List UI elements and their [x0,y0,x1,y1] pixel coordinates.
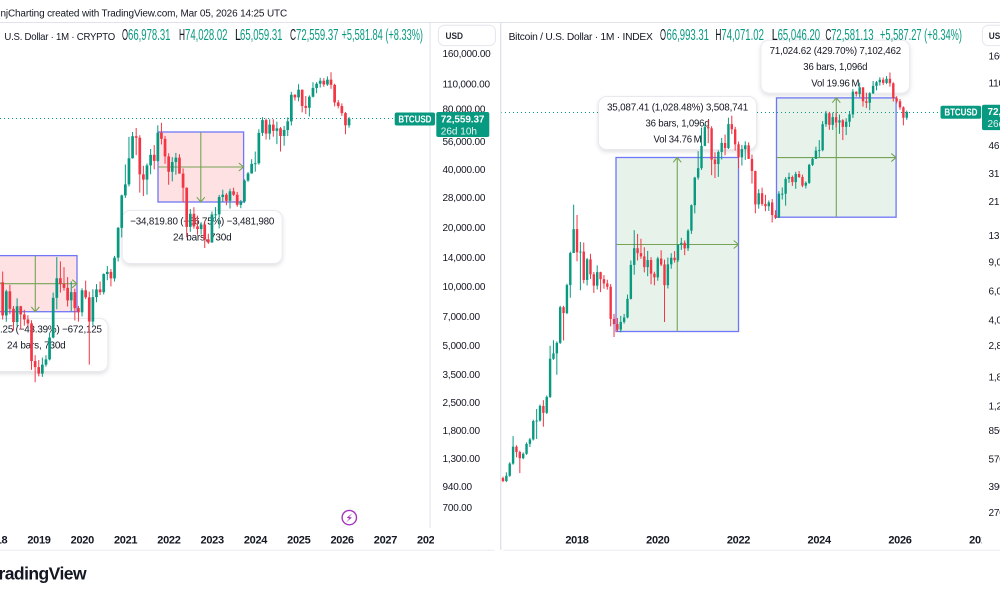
svg-text:72,559.37: 72,559.37 [441,114,485,125]
svg-text:1,800.00: 1,800.00 [989,373,1000,384]
svg-text:74,028.02: 74,028.02 [185,27,228,44]
svg-text:O: O [660,27,666,44]
svg-text:570.00: 570.00 [989,455,1000,466]
svg-text:5,000.00: 5,000.00 [443,341,481,352]
svg-text:2020: 2020 [71,535,94,547]
svg-text:1,300.00: 1,300.00 [443,454,481,465]
svg-text:66,993.31: 66,993.31 [667,27,710,44]
svg-text:2018: 2018 [565,535,588,547]
svg-text:9,000.00: 9,000.00 [989,258,1000,269]
svg-text:2028: 2028 [417,535,440,547]
svg-text:66,978.31: 66,978.31 [128,27,171,44]
svg-text:2021: 2021 [114,535,137,547]
svg-text:110,000.00: 110,000.00 [443,80,491,91]
svg-text:2024: 2024 [244,535,268,547]
svg-text:71,024.62 (429.70%) 7,102,462: 71,024.62 (429.70%) 7,102,462 [770,45,902,57]
svg-text:700.00: 700.00 [443,503,473,514]
svg-text:21,000.00: 21,000.00 [989,197,1000,208]
svg-text:H: H [715,27,721,44]
svg-text:2022: 2022 [157,535,180,547]
svg-text:−6,721.25 (−43.39%) −672,125: −6,721.25 (−43.39%) −672,125 [0,323,102,335]
svg-text:Bitcoin / U.S. Dollar · 1M · I: Bitcoin / U.S. Dollar · 1M · INDEX [509,32,653,43]
svg-text:65,059.31: 65,059.31 [240,27,283,44]
svg-text:850.00: 850.00 [989,426,1000,437]
svg-text:1,200.00: 1,200.00 [989,402,1000,413]
svg-text:20,000.00: 20,000.00 [443,223,486,234]
svg-text:72,559.37: 72,559.37 [296,27,339,44]
svg-text:Vol 34.76 M: Vol 34.76 M [654,134,702,146]
svg-text:2018: 2018 [0,535,8,547]
svg-text:TradingView: TradingView [0,564,87,584]
svg-text:940.00: 940.00 [443,482,473,493]
svg-text:72,581.13: 72,581.13 [988,107,1000,118]
svg-text:2024: 2024 [808,535,832,547]
svg-text:L: L [235,27,241,44]
svg-text:24 bars, 730d: 24 bars, 730d [173,232,232,244]
svg-text:72,581.13: 72,581.13 [831,27,874,44]
svg-text:270.00: 270.00 [989,508,1000,519]
svg-text:28,000.00: 28,000.00 [443,193,486,204]
svg-text:2019: 2019 [27,535,50,547]
svg-text:56,000.00: 56,000.00 [443,137,486,148]
svg-text:2020: 2020 [646,535,669,547]
svg-text:2026: 2026 [888,535,911,547]
svg-text:U.S. Dollar · 1M · CRYPTO: U.S. Dollar · 1M · CRYPTO [4,32,115,43]
svg-text:njCharting created with Tradin: njCharting created with TradingView.com,… [1,9,288,20]
svg-text:−34,819.80 (−56.75%) −3,481,98: −34,819.80 (−56.75%) −3,481,980 [130,215,274,227]
svg-text:O: O [122,27,128,44]
svg-text:40,000.00: 40,000.00 [443,165,486,176]
svg-text:24 bars, 730d: 24 bars, 730d [7,340,66,352]
svg-text:2,500.00: 2,500.00 [443,398,481,409]
svg-text:BTCUSD: BTCUSD [944,108,977,119]
svg-text:13,000.00: 13,000.00 [989,231,1000,242]
svg-text:35,087.41 (1,028.48%) 3,508,74: 35,087.41 (1,028.48%) 3,508,741 [607,101,748,113]
svg-text:2026: 2026 [330,535,353,547]
svg-text:36 bars, 1,096d: 36 bars, 1,096d [803,61,867,73]
svg-text:2027: 2027 [374,535,397,547]
svg-text:Vol 19.96 M: Vol 19.96 M [811,77,859,89]
svg-text:2023: 2023 [201,535,224,547]
svg-text:BTCUSD: BTCUSD [398,114,431,125]
svg-text:31,000.00: 31,000.00 [989,169,1000,180]
svg-text:USD: USD [989,31,1000,42]
svg-text:7,000.00: 7,000.00 [443,312,481,323]
svg-text:110,000.00: 110,000.00 [989,79,1000,90]
svg-text:2022: 2022 [727,535,750,547]
svg-text:L: L [772,27,778,44]
svg-text:160,000.00: 160,000.00 [443,49,492,60]
svg-text:26d 10h: 26d 10h [441,126,477,137]
svg-text:+5,581.84 (+8.33%): +5,581.84 (+8.33%) [342,27,424,44]
svg-text:65,046.20: 65,046.20 [778,27,821,44]
svg-text:390.00: 390.00 [989,482,1000,493]
svg-text:+5,587.27 (+8.34%): +5,587.27 (+8.34%) [880,27,962,44]
svg-text:10,000.00: 10,000.00 [443,282,486,293]
svg-text:14,000.00: 14,000.00 [443,253,486,264]
svg-text:C: C [290,27,296,44]
svg-text:2025: 2025 [287,535,310,547]
svg-text:26d 10h: 26d 10h [988,119,1000,130]
svg-text:3,500.00: 3,500.00 [443,370,481,381]
svg-text:46,000.00: 46,000.00 [989,141,1000,152]
svg-text:160,000.00: 160,000.00 [989,52,1000,63]
svg-text:C: C [825,27,831,44]
svg-text:2028: 2028 [969,535,992,547]
svg-text:H: H [179,27,185,44]
svg-text:1,800.00: 1,800.00 [443,426,481,437]
svg-text:6,000.00: 6,000.00 [989,286,1000,297]
svg-text:2,800.00: 2,800.00 [989,341,1000,352]
svg-text:36 bars, 1,096d: 36 bars, 1,096d [646,118,710,130]
svg-text:80,000.00: 80,000.00 [443,105,486,116]
svg-text:4,000.00: 4,000.00 [989,315,1000,326]
svg-text:USD: USD [446,31,464,42]
svg-text:74,071.02: 74,071.02 [721,27,764,44]
